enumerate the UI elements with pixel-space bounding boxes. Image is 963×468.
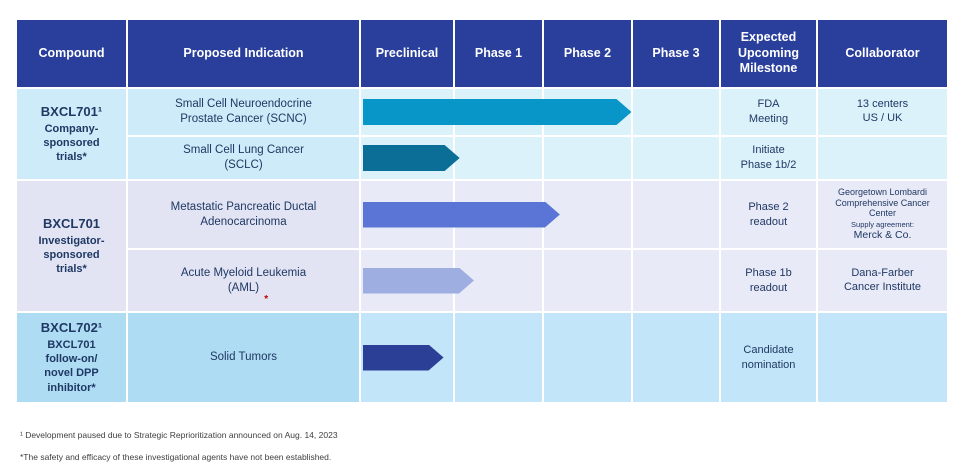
compound-cell-bxcl702: BXCL702¹ BXCL701 follow-on/ novel DPP in… [17, 313, 126, 402]
header-cell-compound: Compound [17, 20, 126, 87]
red-asterisk-marker: * [264, 294, 269, 305]
milestone-text: Phase 2 readout [748, 200, 789, 228]
milestone-cell: Initiate Phase 1b/2 [721, 137, 816, 179]
pipeline-arrow-solid-tumors [363, 345, 444, 371]
compound-name: BXCL702¹ [40, 319, 103, 335]
indication-text: Small Cell Lung Cancer (SCLC) [183, 144, 304, 171]
pipeline-arrow-scnc [363, 99, 632, 125]
phase-lane [361, 250, 719, 311]
milestone-cell: Phase 1b readout [721, 250, 816, 311]
indication-cell: Small Cell Neuroendocrine Prostate Cance… [128, 89, 359, 135]
milestone-text: Candidate nomination [741, 343, 796, 371]
footnote-safety-efficacy: *The safety and efficacy of these invest… [20, 452, 332, 462]
header-cell-proposed-indication: Proposed Indication [128, 20, 359, 87]
header-cell-expected-upcoming-milestone: Expected Upcoming Milestone [721, 20, 816, 87]
indication-text: Acute Myeloid Leukemia (AML) [180, 266, 307, 294]
pipeline-arrow-sclc [363, 145, 460, 171]
indication-cell: Small Cell Lung Cancer (SCLC) [128, 137, 359, 179]
collaborator-cell: Georgetown Lombardi Comprehensive Cancer… [818, 181, 947, 248]
compound-description: BXCL701 follow-on/ novel DPP inhibitor* [44, 338, 99, 394]
collaborator-cell: 13 centers US / UK [818, 89, 947, 135]
supply-agreement-label: Supply agreement: [851, 220, 914, 230]
compound-cell-bxcl701-investigator: BXCL701 Investigator- sponsored trials* [17, 181, 126, 311]
header-cell-phase-1: Phase 1 [455, 20, 542, 87]
header-cell-collaborator: Collaborator [818, 20, 947, 87]
milestone-text: Initiate Phase 1b/2 [740, 144, 797, 171]
compound-description: Company- sponsored trials* [43, 122, 100, 164]
phase-lane [361, 181, 719, 248]
indication-cell: Solid Tumors [128, 313, 359, 402]
collaborator-cell: Dana-Farber Cancer Institute [818, 250, 947, 311]
indication-cell: Metastatic Pancreatic Ductal Adenocarcin… [128, 181, 359, 248]
pipeline-table: Compound Proposed Indication Preclinical… [17, 20, 947, 402]
milestone-cell: Phase 2 readout [721, 181, 816, 248]
phase-lane [361, 137, 719, 179]
collaborator-text: 13 centers US / UK [856, 98, 909, 124]
indication-text: Small Cell Neuroendocrine Prostate Cance… [175, 98, 312, 125]
collaborator-cell [818, 137, 947, 179]
header-cell-phase-2: Phase 2 [544, 20, 631, 87]
pipeline-arrow-pancreatic [363, 202, 560, 228]
milestone-cell: FDA Meeting [721, 89, 816, 135]
header-cell-phase-3: Phase 3 [633, 20, 719, 87]
collaborator-cell [818, 313, 947, 402]
milestone-cell: Candidate nomination [721, 313, 816, 402]
compound-name: BXCL701¹ [40, 103, 103, 119]
supply-agreement-partner: Merck & Co. [853, 229, 912, 242]
compound-description: Investigator- sponsored trials* [38, 234, 105, 276]
milestone-text: FDA Meeting [748, 98, 789, 125]
phase-lane [361, 89, 719, 135]
header-cell-preclinical: Preclinical [361, 20, 453, 87]
pipeline-arrow-aml [363, 268, 474, 294]
indication-text: Solid Tumors [209, 351, 278, 364]
indication-text: Metastatic Pancreatic Ductal Adenocarcin… [170, 200, 317, 228]
collaborator-text: Dana-Farber Cancer Institute [843, 266, 922, 293]
indication-cell: Acute Myeloid Leukemia (AML) * [128, 250, 359, 311]
compound-cell-bxcl701-company: BXCL701¹ Company- sponsored trials* [17, 89, 126, 179]
milestone-text: Phase 1b readout [745, 266, 792, 294]
collaborator-text: Georgetown Lombardi Comprehensive Cancer… [835, 187, 930, 218]
compound-name: BXCL701 [42, 215, 101, 231]
footnote-development-paused: ¹ Development paused due to Strategic Re… [20, 430, 338, 440]
phase-lane [361, 313, 719, 402]
